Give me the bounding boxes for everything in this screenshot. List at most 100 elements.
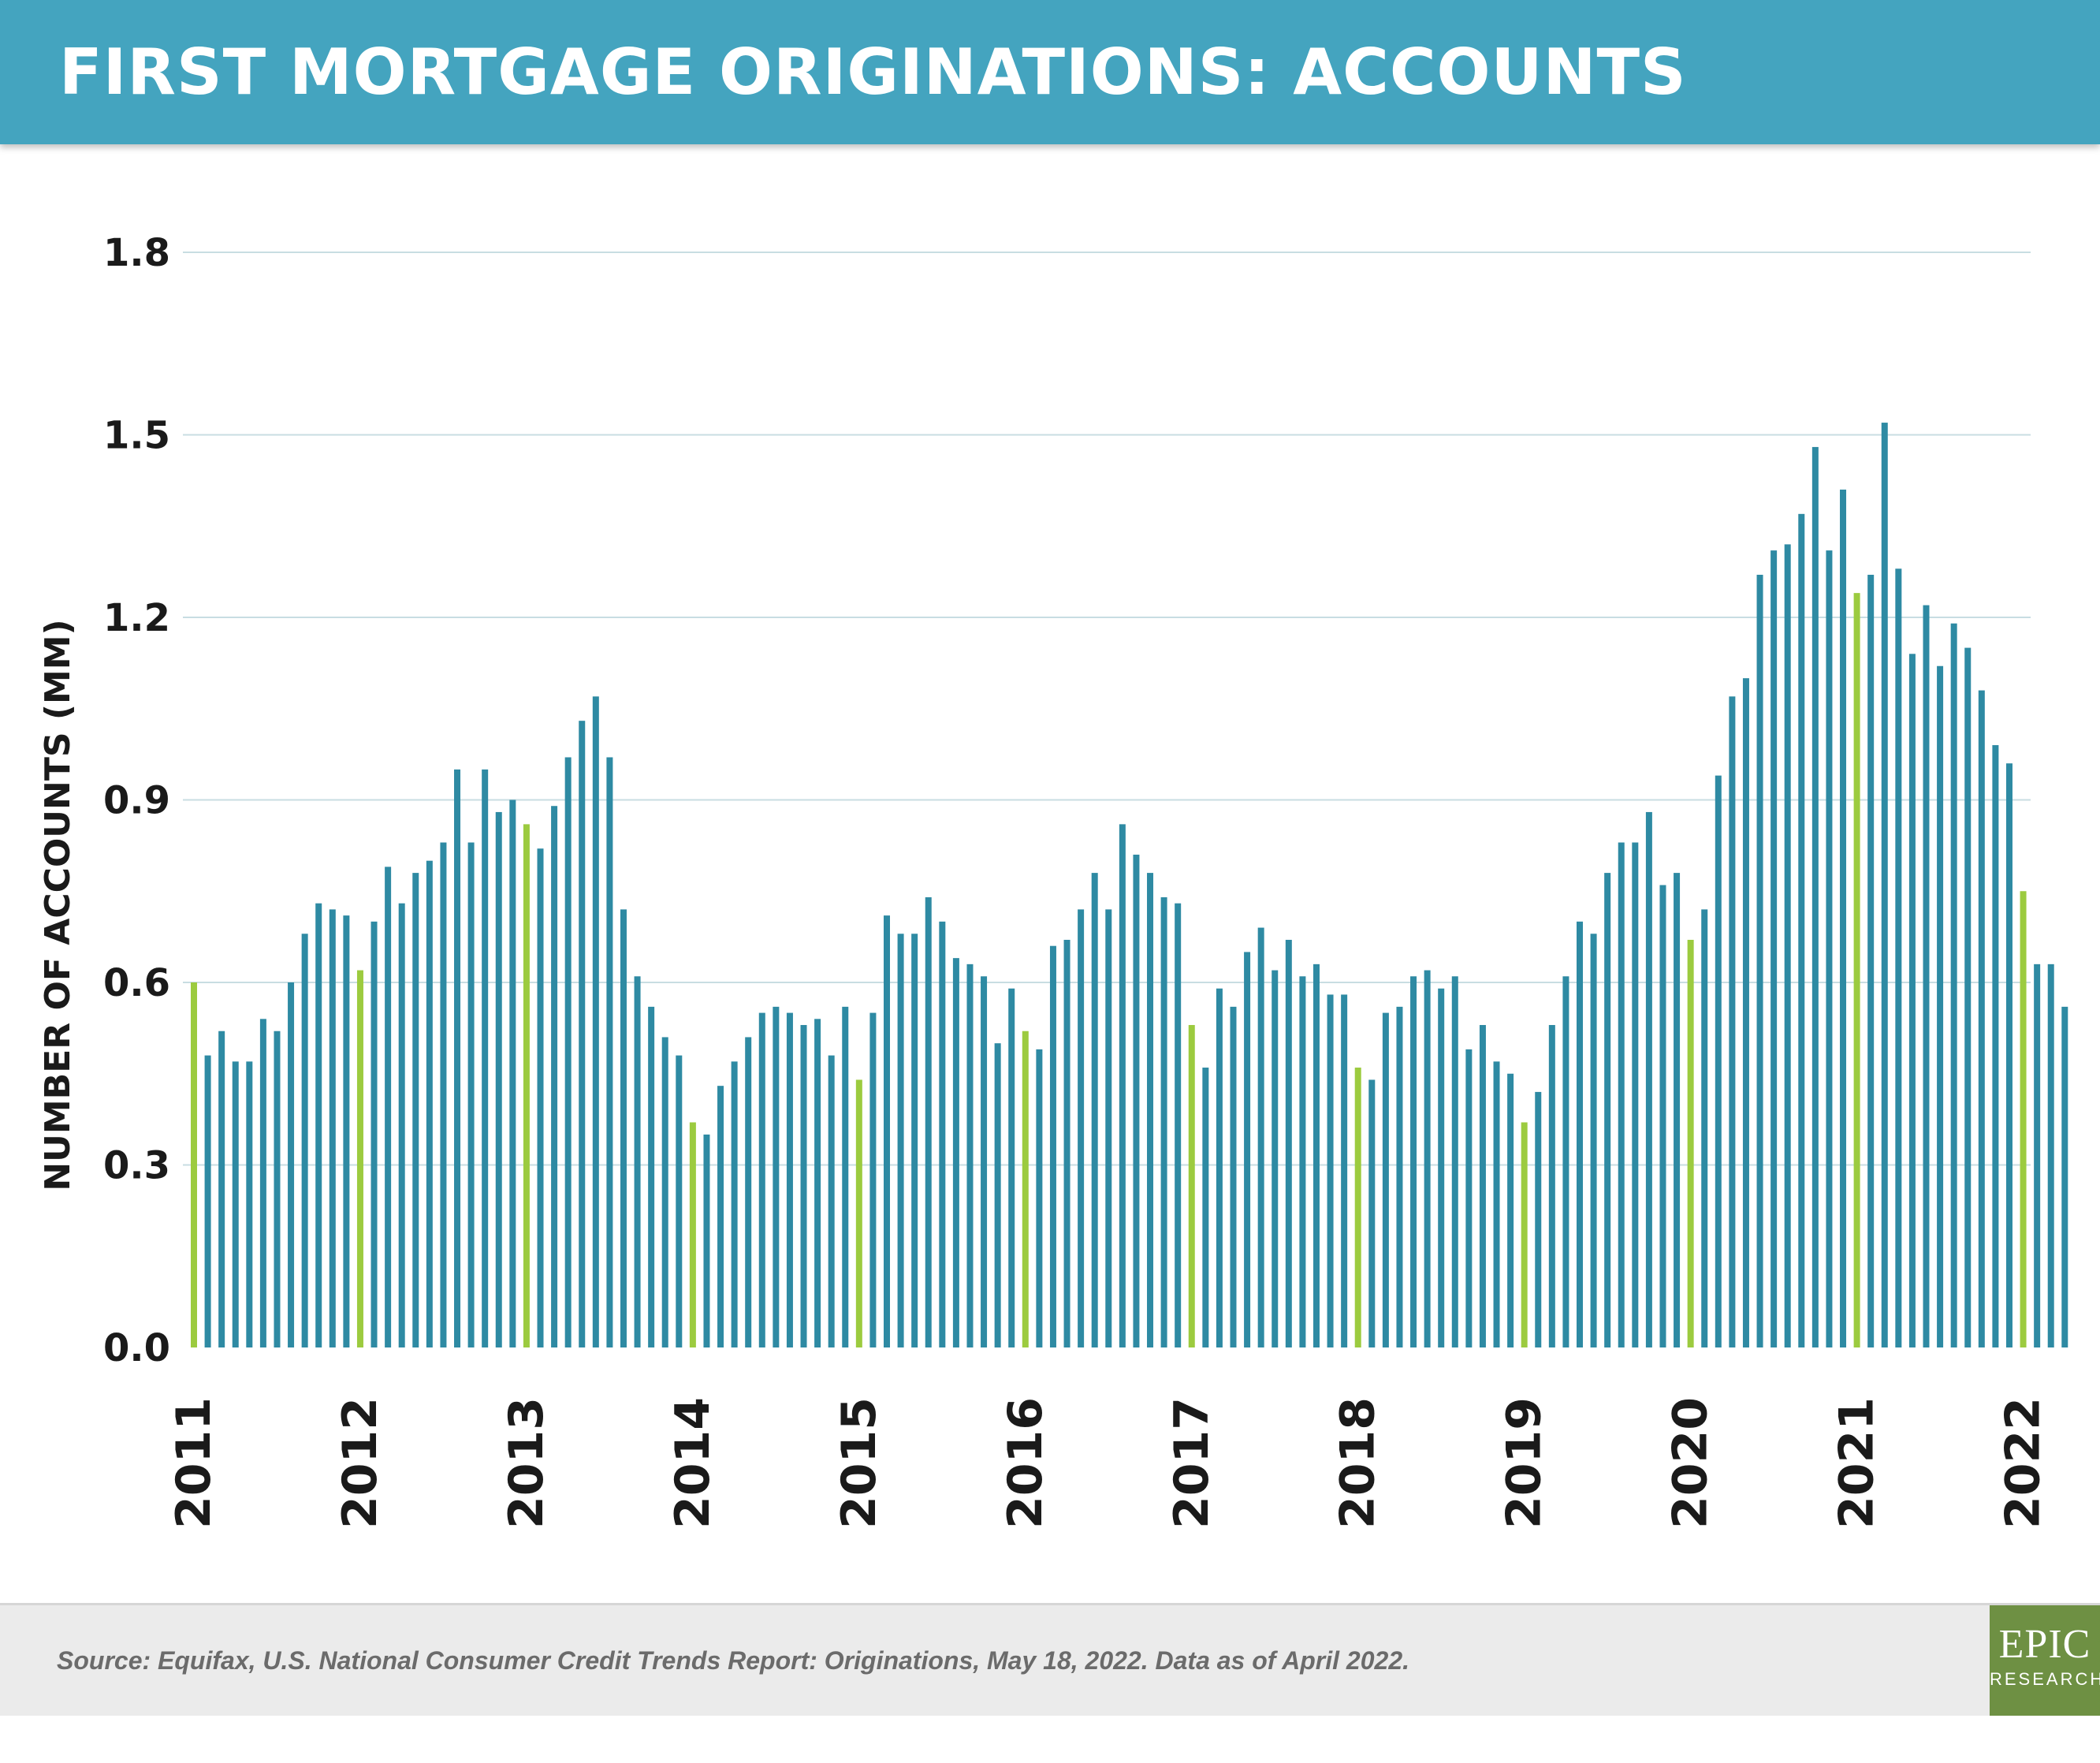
bar bbox=[925, 896, 932, 1347]
bar bbox=[648, 1006, 655, 1347]
bar-january bbox=[855, 1079, 862, 1347]
x-tick-label: 2020 bbox=[1663, 1397, 1718, 1529]
bar bbox=[1535, 1091, 1542, 1347]
bar bbox=[1396, 1006, 1403, 1347]
bar bbox=[1562, 976, 1569, 1347]
y-tick-label: 0.6 bbox=[103, 961, 170, 1005]
y-axis-ticks: 0.0 0.3 0.6 0.9 1.2 1.5 1.8 bbox=[103, 231, 170, 1370]
x-tick-label: 2021 bbox=[1830, 1397, 1885, 1529]
bar bbox=[315, 903, 322, 1347]
y-tick-label: 1.2 bbox=[103, 596, 170, 640]
bar bbox=[1992, 745, 1999, 1347]
bar bbox=[385, 867, 392, 1347]
bar bbox=[329, 909, 336, 1347]
bar bbox=[620, 909, 627, 1347]
bars bbox=[191, 423, 2068, 1348]
bar bbox=[1479, 1025, 1486, 1347]
bar bbox=[1742, 678, 1749, 1347]
source-note: Source: Equifax, U.S. National Consumer … bbox=[57, 1646, 1409, 1675]
logo-main-text: EPIC bbox=[1998, 1622, 2091, 1667]
bar bbox=[952, 958, 959, 1347]
bar bbox=[1105, 909, 1112, 1347]
bar bbox=[1493, 1061, 1500, 1347]
bar bbox=[1244, 952, 1251, 1347]
y-tick-label: 0.0 bbox=[103, 1326, 170, 1370]
x-tick-label: 2022 bbox=[1996, 1397, 2051, 1529]
bar bbox=[758, 1012, 765, 1347]
x-tick-label: 2019 bbox=[1497, 1397, 1552, 1529]
x-tick-label: 2015 bbox=[832, 1397, 887, 1529]
bar bbox=[1701, 909, 1708, 1347]
bar bbox=[1895, 568, 1902, 1347]
bar bbox=[482, 769, 489, 1347]
bar bbox=[537, 848, 544, 1347]
bar bbox=[731, 1061, 738, 1347]
bar bbox=[1964, 647, 1972, 1347]
bar bbox=[1119, 824, 1126, 1347]
y-tick-label: 1.5 bbox=[103, 414, 170, 458]
bar bbox=[703, 1134, 710, 1347]
footer: Source: Equifax, U.S. National Consumer … bbox=[0, 1603, 2100, 1716]
bar bbox=[1091, 873, 1098, 1347]
bar bbox=[842, 1006, 849, 1347]
x-axis-ticks: 2011 2012 2013 2014 2015 2016 2017 2018 2019 2020… bbox=[166, 1397, 2051, 1529]
bar bbox=[1881, 423, 1888, 1347]
bar bbox=[509, 800, 516, 1347]
y-tick-label: 1.8 bbox=[103, 231, 170, 275]
bar bbox=[1368, 1079, 1376, 1347]
bar-january bbox=[1521, 1122, 1528, 1347]
bar bbox=[1632, 842, 1639, 1347]
bar bbox=[884, 915, 890, 1347]
bar bbox=[1798, 513, 1805, 1347]
bar bbox=[1341, 994, 1348, 1347]
bar bbox=[966, 964, 974, 1347]
bar bbox=[259, 1019, 266, 1347]
bar bbox=[1257, 927, 1264, 1347]
bar bbox=[717, 1086, 724, 1347]
bar bbox=[232, 1061, 239, 1347]
bar bbox=[2061, 1006, 2068, 1347]
bar bbox=[2047, 964, 2054, 1347]
bar bbox=[1424, 970, 1431, 1347]
bar bbox=[2005, 763, 2013, 1347]
bar bbox=[2034, 964, 2041, 1347]
bar-january bbox=[689, 1122, 696, 1347]
bar bbox=[204, 1055, 211, 1347]
bar bbox=[1937, 665, 1944, 1347]
bar bbox=[606, 757, 613, 1347]
x-tick-label: 2017 bbox=[1164, 1397, 1219, 1529]
bar bbox=[301, 934, 308, 1347]
bar bbox=[412, 873, 419, 1347]
bar-chart: 0.00.30.60.91.21.51.8 2011 2012 2013 2014 20… bbox=[38, 231, 2068, 1529]
bar bbox=[1867, 574, 1875, 1347]
bar bbox=[1840, 489, 1847, 1348]
bar bbox=[1175, 903, 1182, 1347]
bar-january bbox=[356, 970, 363, 1347]
bar bbox=[1202, 1068, 1209, 1347]
bar bbox=[1133, 854, 1140, 1347]
title-banner: FIRST MORTGAGE ORIGINATIONS: ACCOUNTS bbox=[0, 0, 2100, 144]
bar bbox=[1272, 970, 1279, 1347]
bar bbox=[1049, 945, 1056, 1347]
bar bbox=[1604, 873, 1611, 1347]
x-tick-label: 2014 bbox=[665, 1397, 720, 1529]
bar bbox=[1729, 696, 1736, 1347]
bar bbox=[1438, 988, 1445, 1347]
bar bbox=[426, 860, 433, 1347]
bar bbox=[1382, 1012, 1389, 1347]
bar bbox=[1618, 842, 1625, 1347]
bar bbox=[579, 721, 586, 1347]
bar bbox=[1908, 654, 1916, 1347]
bar bbox=[592, 696, 599, 1347]
bar bbox=[1645, 811, 1652, 1347]
bar bbox=[1147, 873, 1154, 1347]
bar bbox=[1230, 1006, 1237, 1347]
x-tick-label: 2018 bbox=[1331, 1397, 1386, 1529]
bar-january bbox=[2020, 891, 2027, 1347]
bar-january bbox=[1188, 1025, 1195, 1347]
x-tick-label: 2013 bbox=[499, 1397, 554, 1529]
x-tick-label: 2012 bbox=[333, 1397, 388, 1529]
bar bbox=[897, 934, 904, 1347]
bar bbox=[1160, 896, 1167, 1347]
bar bbox=[1327, 994, 1334, 1347]
